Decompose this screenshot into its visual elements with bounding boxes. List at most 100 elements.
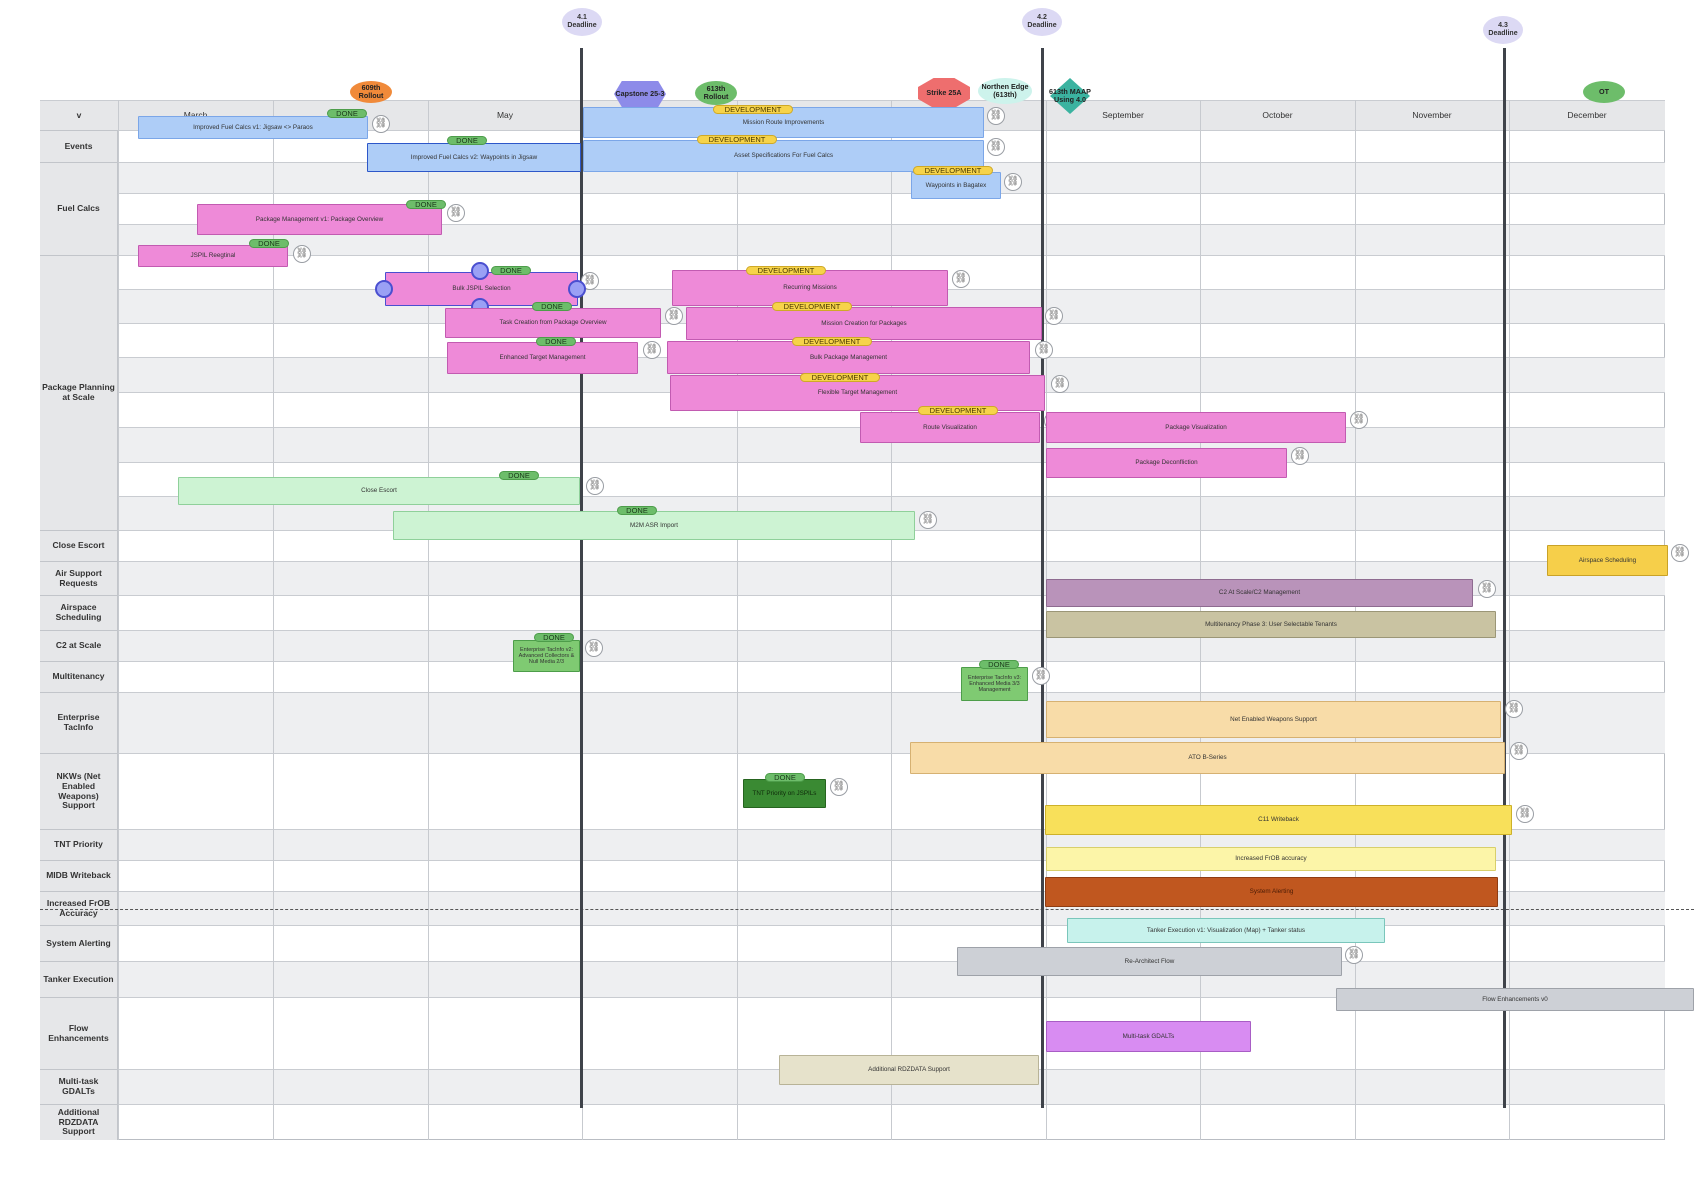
lane-label-multi-task-gdalts: Multi-task GDALTs: [40, 1069, 118, 1104]
link-icon[interactable]: ⛓: [1035, 341, 1053, 359]
roadmap-bar[interactable]: Multitenancy Phase 3: User Selectable Te…: [1046, 611, 1496, 638]
development-badge: DEVELOPMENT: [772, 302, 852, 311]
lane-label-enterprise-tacinfo: Enterprise TacInfo: [40, 692, 118, 753]
link-icon[interactable]: ⛓: [1671, 544, 1689, 562]
roadmap-bar[interactable]: Package Deconfliction: [1046, 448, 1287, 478]
link-icon[interactable]: ⛓: [1516, 805, 1534, 823]
roadmap-bar[interactable]: Improved Fuel Calcs v2: Waypoints in Jig…: [367, 143, 581, 172]
roadmap-bar[interactable]: Improved Fuel Calcs v1: Jigsaw <> Paraos: [138, 116, 368, 139]
roadmap-bar[interactable]: Multi-task GDALTs: [1046, 1021, 1251, 1052]
link-icon[interactable]: ⛓: [447, 204, 465, 222]
milestone-ot[interactable]: OT: [1583, 81, 1625, 103]
link-icon[interactable]: ⛓: [1345, 946, 1363, 964]
roadmap-bar[interactable]: Airspace Scheduling: [1547, 545, 1668, 576]
roadmap-bar[interactable]: Route Visualization: [860, 412, 1040, 443]
roadmap-bar[interactable]: System Alerting: [1045, 877, 1498, 907]
month-header-may: May: [496, 110, 514, 120]
roadmap-bar[interactable]: C11 Writeback: [1045, 805, 1512, 835]
link-icon[interactable]: ⛓: [987, 107, 1005, 125]
roadmap-bar[interactable]: Re-Architect Flow: [957, 947, 1342, 976]
link-icon[interactable]: ⛓: [1291, 447, 1309, 465]
deadline-label: Deadline: [567, 22, 597, 29]
development-badge: DEVELOPMENT: [800, 373, 880, 382]
roadmap-bar[interactable]: C2 At Scale/C2 Management: [1046, 579, 1473, 607]
selection-handle[interactable]: [471, 262, 489, 280]
lane-label-flow-enhancements: Flow Enhancements: [40, 997, 118, 1069]
deadline-badge-4-1[interactable]: 4.1 Deadline: [562, 8, 602, 36]
dashed-divider: [40, 909, 1694, 910]
milestone-609th-rollout[interactable]: 609th Rollout: [350, 81, 392, 103]
roadmap-bar[interactable]: Bulk Package Management: [667, 341, 1030, 374]
roadmap-bar[interactable]: Additional RDZDATA Support: [779, 1055, 1039, 1085]
roadmap-bar[interactable]: Mission Creation for Packages: [686, 307, 1042, 340]
done-badge: DONE: [499, 471, 539, 480]
roadmap-bar[interactable]: Increased FrOB accuracy: [1046, 847, 1496, 871]
maap-label: 613th MAAP Using 4.0: [1049, 87, 1091, 104]
link-icon[interactable]: ⛓: [919, 511, 937, 529]
link-icon[interactable]: ⛓: [1350, 411, 1368, 429]
roadmap-bar[interactable]: Enterprise TacInfo v3: Enhanced Media 3/…: [961, 667, 1028, 701]
link-icon[interactable]: ⛓: [1004, 173, 1022, 191]
lane-label-events: Events: [40, 130, 118, 162]
row-band: [40, 193, 1665, 224]
milestone-capstone[interactable]: Capstone 25-3: [614, 81, 666, 107]
milestone-613th-maap[interactable]: 613th MAAP Using 4.0: [1043, 78, 1097, 114]
roadmap-bar[interactable]: JSPIL Reegtinal: [138, 245, 288, 267]
roadmap-bar[interactable]: ATO B-Series: [910, 742, 1505, 774]
lane-label-increased-frob-accuracy: Increased FrOB Accuracy: [40, 891, 118, 925]
lane-label-tnt-priority: TNT Priority: [40, 829, 118, 860]
link-icon[interactable]: ⛓: [1032, 667, 1050, 685]
link-icon[interactable]: ⛓: [586, 477, 604, 495]
link-icon[interactable]: ⛓: [987, 138, 1005, 156]
development-badge: DEVELOPMENT: [792, 337, 872, 346]
lane-label-nkws: NKWs (Net Enabled Weapons) Support: [40, 753, 118, 829]
milestone-strike-25a[interactable]: Strike 25A: [918, 78, 970, 108]
deadline-line-4-3: [1503, 48, 1506, 1108]
link-icon[interactable]: ⛓: [372, 115, 390, 133]
done-badge: DONE: [534, 633, 574, 642]
roadmap-bar[interactable]: Task Creation from Package Overview: [445, 308, 661, 338]
month-header-december: December: [1567, 110, 1607, 120]
deadline-line-4-1: [580, 48, 583, 1108]
lane-label-fuel-calcs: Fuel Calcs: [40, 162, 118, 255]
link-icon[interactable]: ⛓: [830, 778, 848, 796]
month-gridline: [428, 100, 429, 1140]
deadline-badge-4-3[interactable]: 4.3 Deadline: [1483, 16, 1523, 44]
deadline-badge-4-2[interactable]: 4.2 Deadline: [1022, 8, 1062, 36]
link-icon[interactable]: ⛓: [643, 341, 661, 359]
deadline-number: 4.2: [1037, 14, 1047, 22]
row-band: [40, 997, 1665, 1069]
roadmap-bar[interactable]: Package Visualization: [1046, 412, 1346, 443]
milestone-northern-edge[interactable]: Northen Edge (613th): [978, 78, 1032, 104]
lane-label-additional-rdzdata: Additional RDZDATA Support: [40, 1104, 118, 1140]
roadmap-bar[interactable]: M2M ASR Import: [393, 511, 915, 540]
roadmap-bar[interactable]: Waypoints in Bagatex: [911, 172, 1001, 199]
roadmap-bar[interactable]: TNT Priority on JSPILs: [743, 779, 826, 808]
roadmap-bar[interactable]: Package Management v1: Package Overview: [197, 204, 442, 235]
roadmap-bar[interactable]: Close Escort: [178, 477, 580, 505]
roadmap-bar[interactable]: Recurring Missions: [672, 270, 948, 306]
link-icon[interactable]: ⛓: [1505, 700, 1523, 718]
development-badge: DEVELOPMENT: [697, 135, 777, 144]
lane-label-midb-writeback: MIDB Writeback: [40, 860, 118, 891]
lane-label-package-planning: Package Planning at Scale: [40, 255, 118, 530]
link-icon[interactable]: ⛓: [293, 245, 311, 263]
selection-handle[interactable]: [375, 280, 393, 298]
roadmap-bar[interactable]: Tanker Execution v1: Visualization (Map)…: [1067, 918, 1385, 943]
roadmap-bar[interactable]: Enhanced Target Management: [447, 342, 638, 374]
roadmap-bar[interactable]: Net Enabled Weapons Support: [1046, 701, 1501, 738]
month-header-march: March: [183, 110, 208, 120]
lane-label-airspace-scheduling: Airspace Scheduling: [40, 595, 118, 630]
month-gridline: [1509, 100, 1510, 1140]
link-icon[interactable]: ⛓: [952, 270, 970, 288]
link-icon[interactable]: ⛓: [1051, 375, 1069, 393]
link-icon[interactable]: ⛓: [1510, 742, 1528, 760]
selection-handle[interactable]: [568, 280, 586, 298]
link-icon[interactable]: ⛓: [1045, 307, 1063, 325]
link-icon[interactable]: ⛓: [1478, 580, 1496, 598]
roadmap-bar[interactable]: Flow Enhancements v0: [1336, 988, 1694, 1011]
roadmap-bar[interactable]: Enterprise TacInfo v2: Advanced Collecto…: [513, 640, 580, 672]
link-icon[interactable]: ⛓: [665, 307, 683, 325]
link-icon[interactable]: ⛓: [585, 639, 603, 657]
milestone-613th-rollout[interactable]: 613th Rollout: [695, 81, 737, 105]
